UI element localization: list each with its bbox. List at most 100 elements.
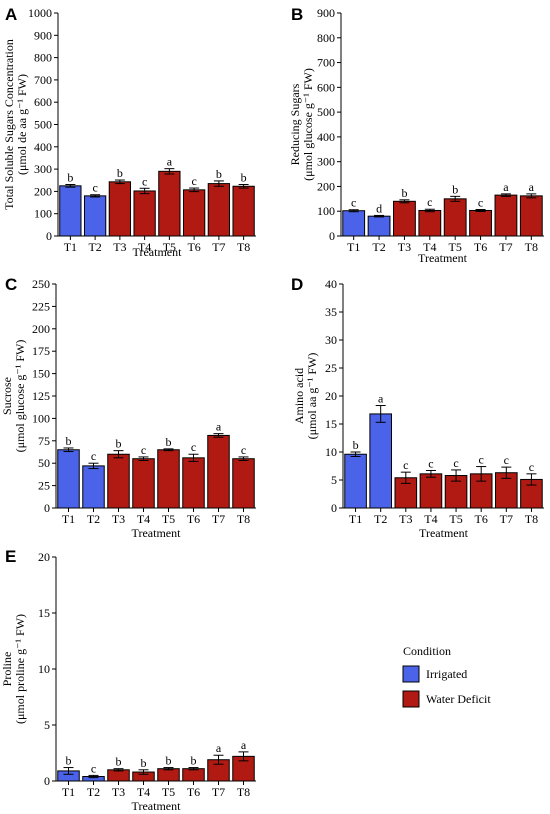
bar: [57, 449, 80, 509]
x-tick-label: T7: [212, 512, 225, 526]
y-tick-label: 75: [38, 434, 50, 448]
significance-letter: a: [241, 738, 247, 752]
x-axis-title: Treatment: [133, 245, 183, 259]
x-tick-label: T4: [137, 785, 150, 799]
y-axis-title: (μmol proline g⁻¹ FW): [13, 614, 27, 724]
significance-letter: c: [504, 453, 509, 467]
y-tick-label: 700: [34, 73, 52, 87]
legend-swatch-water-deficit: [402, 690, 420, 708]
significance-letter: b: [116, 755, 122, 769]
significance-letter: a: [378, 392, 384, 406]
y-tick-label: 400: [317, 130, 335, 144]
bar: [207, 183, 231, 237]
bar: [157, 449, 180, 509]
panel-letter: A: [5, 5, 17, 24]
x-tick-label: T3: [398, 240, 411, 254]
panel-letter: C: [5, 275, 17, 294]
x-tick-label: T5: [449, 512, 462, 526]
y-tick-label: 400: [34, 140, 52, 154]
chart-panel-c: C 0 25 50 75 100 125 150 175 200 225 250 b T1 c T2 b T3 c T…: [0, 275, 256, 540]
significance-letter: b: [66, 434, 72, 448]
significance-letter: b: [166, 435, 172, 449]
y-axis-title: Sucrose: [0, 377, 14, 415]
y-tick-label: 900: [34, 28, 52, 42]
y-tick-label: 100: [34, 207, 52, 221]
significance-letter: b: [141, 756, 147, 770]
bar: [232, 185, 255, 237]
y-tick-label: 300: [34, 162, 52, 176]
y-tick-label: 0: [329, 229, 335, 243]
x-tick-label: T1: [62, 512, 75, 526]
chart-panel-a: A 0 100 200 300 400 500 600 700 800 900 1000 b T1 c T2 b…: [2, 5, 256, 259]
x-tick-label: T2: [87, 512, 100, 526]
bar: [107, 453, 130, 509]
significance-letter: a: [216, 420, 222, 434]
chart-panels: A01002003004005006007008009001000bT1cT2b…: [0, 5, 544, 813]
significance-letter: b: [452, 182, 458, 196]
x-tick-label: T7: [212, 240, 225, 254]
y-tick-label: 0: [46, 229, 52, 243]
y-axis-title: (μmol aa g⁻¹ FW): [305, 353, 319, 440]
x-tick-label: T3: [112, 785, 125, 799]
y-tick-label: 800: [34, 51, 52, 65]
bar: [419, 473, 443, 509]
y-tick-label: 250: [32, 277, 50, 291]
significance-letter: c: [428, 456, 433, 470]
significance-letter: a: [216, 741, 222, 755]
x-tick-label: T5: [449, 240, 462, 254]
x-tick-label: T7: [500, 512, 513, 526]
significance-letter: b: [67, 170, 73, 184]
bar: [83, 195, 107, 237]
y-tick-label: 100: [317, 204, 335, 218]
x-tick-label: T6: [474, 240, 487, 254]
x-tick-label: T8: [237, 785, 250, 799]
significance-letter: b: [353, 438, 359, 452]
y-axis-title: Reducing Sugars: [288, 83, 302, 165]
y-tick-label: 15: [325, 417, 337, 431]
x-tick-label: T2: [87, 785, 100, 799]
x-tick-label: T1: [62, 785, 75, 799]
x-tick-label: T2: [88, 240, 101, 254]
y-tick-label: 20: [325, 389, 337, 403]
bar: [344, 453, 367, 509]
significance-letter: b: [117, 166, 123, 180]
bar: [107, 769, 130, 782]
x-axis-title: Treatment: [132, 526, 182, 540]
significance-letter: b: [66, 754, 72, 768]
y-tick-label: 200: [32, 322, 50, 336]
y-tick-label: 5: [44, 718, 50, 732]
bar: [182, 189, 206, 237]
y-tick-label: 700: [317, 56, 335, 70]
legend-label-irrigated: Irrigated: [426, 667, 467, 681]
bar: [182, 768, 205, 782]
x-tick-label: T4: [423, 240, 436, 254]
significance-letter: a: [529, 180, 535, 194]
x-tick-label: T8: [525, 240, 538, 254]
significance-letter: b: [401, 186, 407, 200]
x-axis-title: Treatment: [132, 799, 182, 813]
y-tick-label: 600: [317, 80, 335, 94]
bar: [133, 190, 156, 237]
x-tick-label: T4: [138, 240, 151, 254]
x-tick-label: T4: [137, 512, 150, 526]
y-tick-label: 125: [32, 389, 50, 403]
x-tick-label: T6: [187, 240, 200, 254]
bar: [367, 215, 391, 237]
significance-letter: b: [116, 437, 122, 451]
bar: [207, 434, 230, 509]
y-tick-label: 100: [32, 411, 50, 425]
x-tick-label: T1: [347, 240, 360, 254]
x-tick-label: T5: [162, 512, 175, 526]
y-tick-label: 20: [38, 550, 50, 564]
y-tick-label: 0: [44, 774, 50, 788]
bar: [393, 200, 416, 237]
bar: [132, 458, 155, 509]
x-tick-label: T7: [212, 785, 225, 799]
significance-letter: c: [351, 196, 356, 210]
y-tick-label: 500: [34, 118, 52, 132]
bar: [59, 185, 82, 237]
panel-letter: E: [5, 547, 16, 566]
x-tick-label: T1: [349, 512, 362, 526]
x-tick-label: T6: [475, 512, 488, 526]
